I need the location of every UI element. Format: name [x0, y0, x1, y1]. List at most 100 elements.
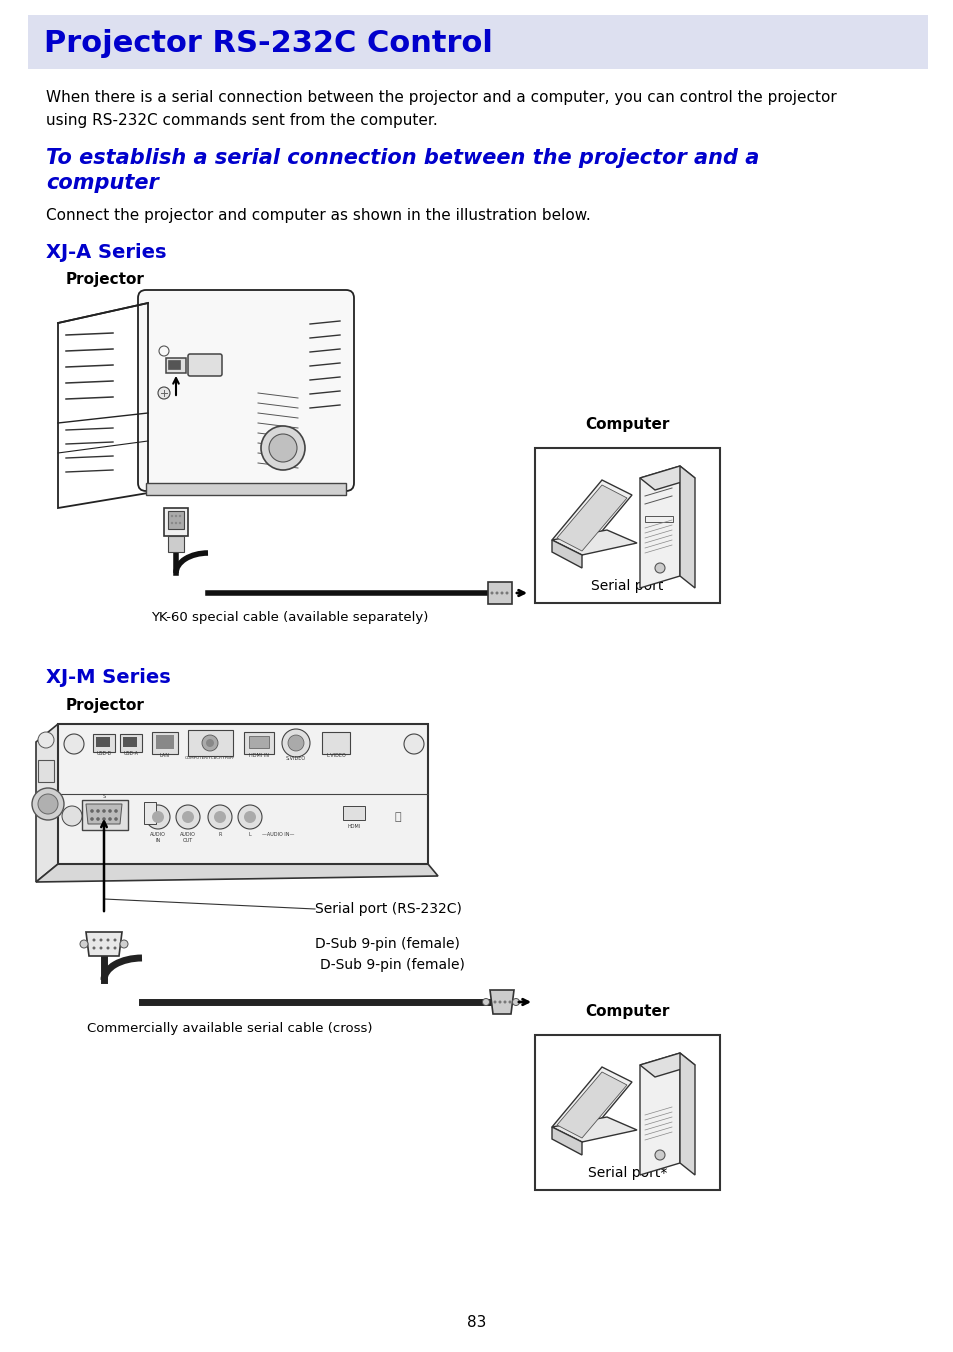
- Circle shape: [403, 734, 423, 754]
- Circle shape: [102, 810, 106, 813]
- Text: LAN: LAN: [160, 753, 170, 758]
- Circle shape: [114, 810, 117, 813]
- Circle shape: [120, 940, 128, 948]
- Text: Serial port (RS-232C): Serial port (RS-232C): [314, 902, 461, 917]
- Circle shape: [213, 811, 226, 823]
- Polygon shape: [552, 480, 631, 556]
- Circle shape: [182, 811, 193, 823]
- Circle shape: [282, 729, 310, 757]
- Circle shape: [96, 817, 100, 821]
- Polygon shape: [557, 1072, 626, 1138]
- FancyBboxPatch shape: [28, 15, 927, 69]
- Circle shape: [269, 434, 296, 462]
- Circle shape: [146, 804, 170, 829]
- Polygon shape: [552, 530, 637, 556]
- Circle shape: [493, 1000, 496, 1003]
- Circle shape: [178, 522, 181, 525]
- Text: D-Sub 9-pin (female): D-Sub 9-pin (female): [314, 937, 459, 950]
- Polygon shape: [86, 932, 122, 956]
- Circle shape: [158, 387, 170, 399]
- Circle shape: [107, 938, 110, 941]
- Circle shape: [32, 788, 64, 821]
- Text: XJ-M Series: XJ-M Series: [46, 668, 171, 687]
- Polygon shape: [36, 864, 437, 882]
- Circle shape: [175, 804, 200, 829]
- Polygon shape: [552, 539, 581, 568]
- Text: To establish a serial connection between the projector and a: To establish a serial connection between…: [46, 147, 759, 168]
- Circle shape: [113, 946, 116, 949]
- Circle shape: [114, 817, 117, 821]
- Text: S.VIDEO: S.VIDEO: [286, 756, 306, 761]
- Bar: [152, 731, 178, 754]
- Circle shape: [113, 938, 116, 941]
- Circle shape: [92, 938, 95, 941]
- Circle shape: [99, 946, 102, 949]
- Circle shape: [38, 731, 54, 748]
- Circle shape: [108, 810, 112, 813]
- Circle shape: [237, 804, 262, 829]
- Polygon shape: [36, 725, 58, 882]
- Polygon shape: [639, 466, 695, 489]
- Circle shape: [206, 740, 213, 748]
- Bar: [144, 802, 156, 823]
- Bar: [38, 760, 54, 781]
- Circle shape: [503, 1000, 506, 1003]
- Text: ⚿: ⚿: [395, 813, 401, 822]
- Text: computer: computer: [46, 173, 158, 193]
- Circle shape: [490, 592, 493, 595]
- Text: L: L: [249, 831, 251, 837]
- Bar: [168, 360, 180, 369]
- Polygon shape: [639, 1053, 679, 1175]
- Text: When there is a serial connection between the projector and a computer, you can : When there is a serial connection betwee…: [46, 91, 836, 128]
- Bar: [343, 806, 365, 821]
- Bar: [488, 581, 512, 604]
- Bar: [156, 735, 173, 749]
- Bar: [96, 737, 110, 748]
- Polygon shape: [490, 990, 514, 1014]
- Text: L.VIDEO: L.VIDEO: [326, 753, 346, 758]
- Circle shape: [495, 592, 498, 595]
- Bar: [244, 731, 274, 754]
- Circle shape: [655, 1151, 664, 1160]
- Text: Serial port*: Serial port*: [587, 1165, 666, 1180]
- Text: YK-60 special cable (available separately): YK-60 special cable (available separatel…: [152, 611, 428, 625]
- Bar: [123, 737, 137, 748]
- Circle shape: [498, 1000, 501, 1003]
- Text: AUDIO
IN: AUDIO IN: [150, 831, 166, 842]
- Polygon shape: [552, 1117, 637, 1142]
- Text: COMPUTER/YCbCr/YPbPr: COMPUTER/YCbCr/YPbPr: [185, 756, 234, 760]
- Circle shape: [171, 515, 173, 518]
- Circle shape: [102, 817, 106, 821]
- Text: Computer: Computer: [585, 1005, 669, 1019]
- Bar: [322, 731, 350, 754]
- Polygon shape: [639, 1053, 695, 1078]
- Circle shape: [152, 811, 164, 823]
- Circle shape: [178, 515, 181, 518]
- Circle shape: [505, 592, 508, 595]
- Text: HDMI IN: HDMI IN: [249, 753, 269, 758]
- Circle shape: [288, 735, 304, 750]
- Text: XJ-A Series: XJ-A Series: [46, 243, 167, 262]
- Text: Commercially available serial cable (cross): Commercially available serial cable (cro…: [87, 1022, 373, 1036]
- Circle shape: [62, 806, 82, 826]
- Circle shape: [96, 810, 100, 813]
- Polygon shape: [639, 466, 679, 588]
- Text: —AUDIO IN—: —AUDIO IN—: [261, 831, 294, 837]
- Bar: [166, 358, 186, 373]
- Bar: [168, 511, 184, 529]
- Bar: [249, 735, 269, 748]
- Text: Computer: Computer: [585, 416, 669, 433]
- Circle shape: [92, 946, 95, 949]
- Circle shape: [655, 562, 664, 573]
- Circle shape: [244, 811, 255, 823]
- Bar: [146, 483, 346, 495]
- Polygon shape: [679, 466, 695, 588]
- Text: S: S: [102, 794, 106, 799]
- Text: AUDIO
OUT: AUDIO OUT: [180, 831, 195, 842]
- Polygon shape: [86, 804, 122, 823]
- Bar: [164, 508, 188, 535]
- Text: Projector: Projector: [66, 698, 145, 713]
- Circle shape: [208, 804, 232, 829]
- Bar: [168, 535, 184, 552]
- Text: Projector RS-232C Control: Projector RS-232C Control: [44, 28, 493, 58]
